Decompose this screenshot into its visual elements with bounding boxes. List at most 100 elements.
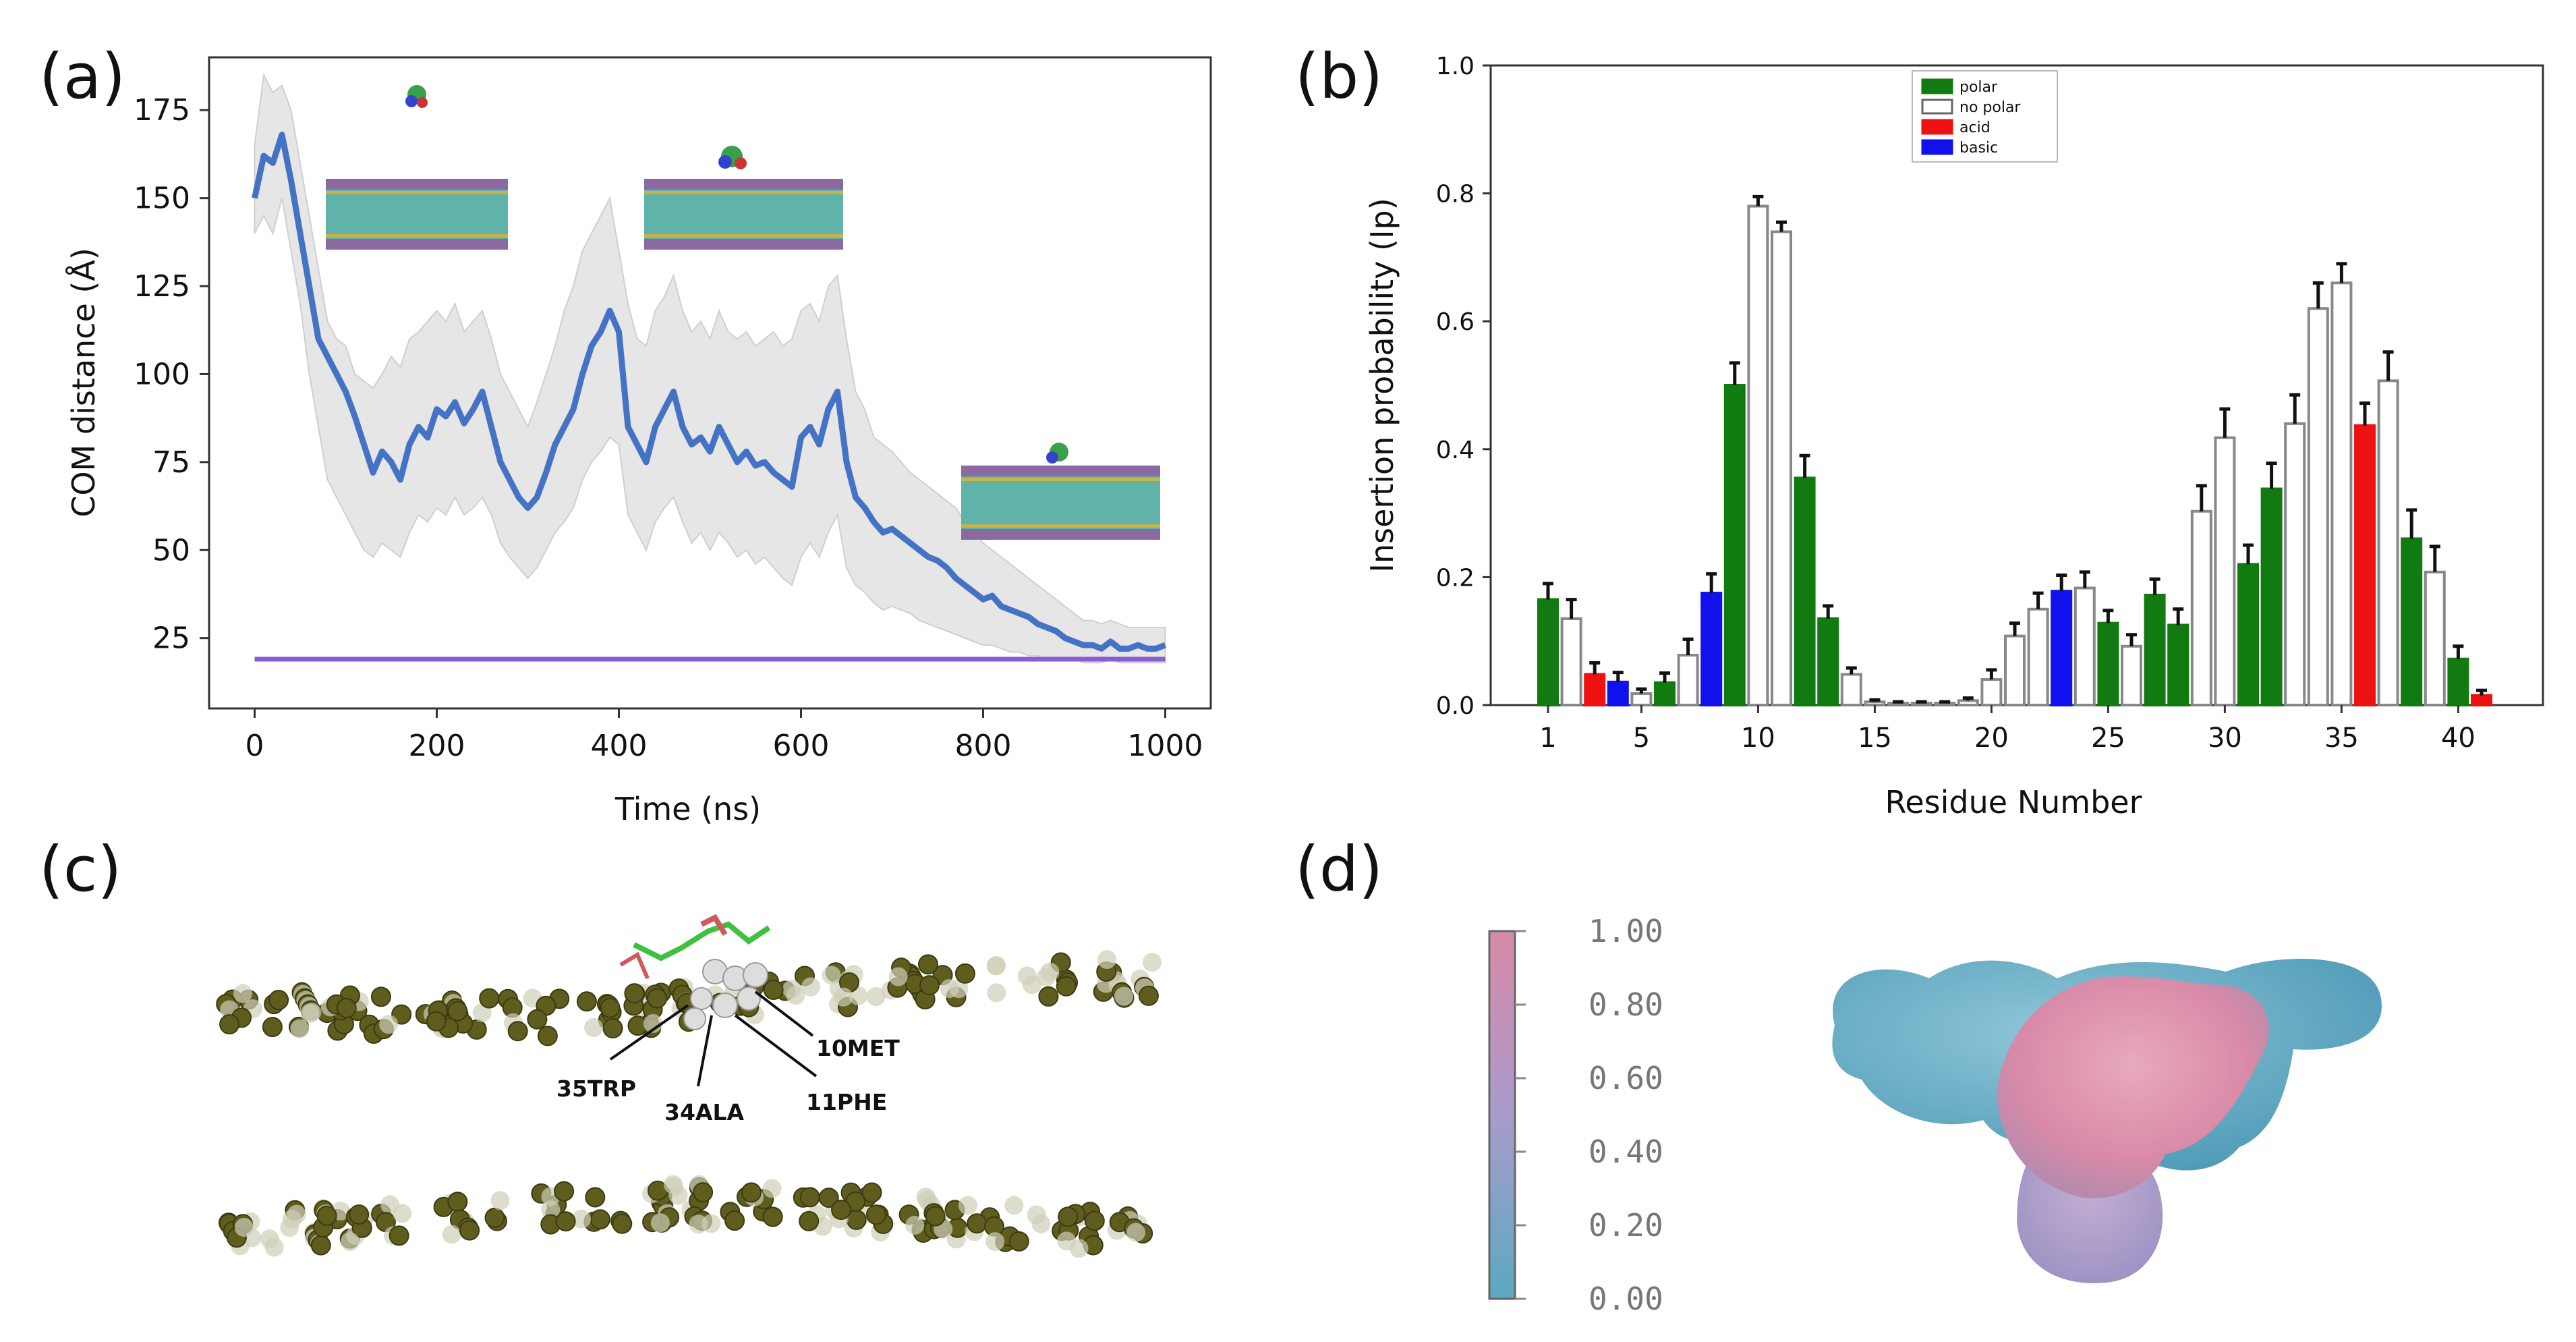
panel-a-range-band <box>254 72 1166 664</box>
lipid-bead <box>918 954 938 975</box>
x-tick-label: 5 <box>1633 723 1650 754</box>
lipid-bead <box>554 1181 575 1202</box>
bar-residue-40 <box>2447 657 2469 707</box>
lipid-bead <box>442 1225 461 1244</box>
panel-b-letter: (b) <box>1295 40 1383 113</box>
lipid-bead <box>340 1232 360 1252</box>
lipid-bead <box>584 1018 603 1037</box>
x-tick-label: 800 <box>955 729 1012 763</box>
x-tick-label: 20 <box>1974 723 2009 754</box>
bar-residue-1 <box>1537 598 1559 707</box>
lipid-bead <box>612 1213 633 1234</box>
lipid-bead <box>1114 986 1134 1006</box>
x-tick-label: 1 <box>1539 723 1556 754</box>
x-tick-label: 1000 <box>1128 729 1203 763</box>
lipid-bead <box>234 1218 254 1237</box>
lipid-bead <box>490 1191 510 1210</box>
panel-b-legend: polar no polar acid basic <box>1912 70 2058 163</box>
lipid-bead <box>888 967 908 986</box>
bar-residue-5 <box>1630 692 1653 707</box>
peptide-residues <box>619 914 771 1030</box>
lipid-bead <box>484 1207 505 1228</box>
lipid-bead <box>1056 976 1077 997</box>
lipid-bead <box>479 988 500 1009</box>
membrane-inset-3 <box>961 443 1160 540</box>
x-tick-label: 600 <box>773 729 830 763</box>
lipid-bead <box>1040 962 1060 982</box>
bar-residue-31 <box>2237 563 2259 706</box>
y-tick-label: 175 <box>134 93 190 128</box>
lipid-bead <box>724 1210 745 1231</box>
lipid-bead <box>1057 1231 1077 1251</box>
lipid-bead <box>572 1209 592 1229</box>
lipid-bead <box>801 977 820 997</box>
lipid-bead <box>834 987 853 1007</box>
panel-c-membrane: 35TRP 34ALA 11PHE 10MET <box>216 914 1162 1258</box>
membrane-inset-1 <box>326 85 508 250</box>
x-tick-label: 40 <box>2441 723 2475 754</box>
panel-a-x-ticks: 0 200 400 600 800 1000 <box>246 708 1203 763</box>
bar-residue-41 <box>2471 694 2492 707</box>
lipid-bead <box>268 990 289 1010</box>
membrane-inset-2 <box>644 146 843 250</box>
bar-residue-3 <box>1584 673 1606 706</box>
lipid-bead <box>799 1187 820 1208</box>
bar-residue-27 <box>2144 593 2166 706</box>
lipid-bead <box>310 1235 331 1256</box>
lipid-bead <box>763 980 784 1000</box>
legend-label-1: no polar <box>1959 99 2021 116</box>
lipid-bead <box>664 1175 683 1194</box>
y-tick-label: 0.6 <box>1436 308 1475 336</box>
label-34ala: 34ALA <box>664 1099 744 1125</box>
lipid-bead <box>987 983 1006 1003</box>
lipid-bead <box>393 1204 412 1223</box>
lipid-bead <box>555 1211 576 1232</box>
panel-d-surface: 1.00 0.80 0.60 0.40 0.20 0.00 <box>1488 913 2382 1317</box>
legend-swatch-1 <box>1921 99 1953 115</box>
panel-a-lines <box>252 132 1167 662</box>
label-11phe: 11PHE <box>806 1089 887 1115</box>
bar-residue-2 <box>1560 617 1582 707</box>
lipid-bead <box>389 1225 409 1246</box>
lipid-bead <box>865 1204 886 1225</box>
range-band <box>254 72 1166 664</box>
lipid-bead <box>600 997 621 1018</box>
y-tick-label: 0.4 <box>1436 437 1475 464</box>
molecular-surface <box>1832 958 2382 1283</box>
lipid-bead <box>919 975 940 996</box>
lipid-bead <box>527 1009 548 1030</box>
bar-residue-20 <box>1980 678 2003 707</box>
panel-b-xlabel: Residue Number <box>1885 784 2142 820</box>
lipid-bead <box>302 1003 322 1022</box>
panel-a-letter: (a) <box>39 40 125 113</box>
lipid-beads <box>216 950 1162 1258</box>
bar-residue-21 <box>2004 634 2026 707</box>
x-tick-label: 15 <box>1858 723 1892 754</box>
lipid-bead <box>233 984 252 1003</box>
lipid-bead <box>447 1192 468 1212</box>
lipid-bead <box>741 1182 762 1203</box>
lipid-bead <box>290 1019 310 1038</box>
bar-residue-30 <box>2214 436 2236 707</box>
y-tick-label: 0.2 <box>1436 564 1475 592</box>
lipid-bead <box>762 1179 782 1198</box>
bar-residue-22 <box>2027 607 2049 706</box>
x-tick-label: 30 <box>2208 723 2242 754</box>
legend-label-0: polar <box>1959 79 1998 96</box>
colorbar-tick-label: 0.20 <box>1588 1207 1663 1243</box>
lipid-bead <box>391 1004 412 1025</box>
y-tick-label: 0.8 <box>1436 181 1475 208</box>
lipid-bead <box>602 1018 623 1038</box>
bar-residue-25 <box>2097 621 2119 707</box>
lipid-bead <box>1031 1214 1051 1233</box>
bar-residue-7 <box>1677 654 1699 707</box>
lipid-bead <box>643 1014 663 1033</box>
y-tick-label: 100 <box>134 357 190 391</box>
colorbar <box>1488 930 1516 1300</box>
lipid-bead <box>507 1021 528 1042</box>
panel-a-xlabel: Time (ns) <box>614 791 761 827</box>
colorbar-tick-label: 0.60 <box>1588 1060 1663 1096</box>
lipid-bead <box>967 1213 988 1234</box>
bar-residue-36 <box>2354 424 2376 706</box>
panel-b-y-ticks: 0.0 0.2 0.4 0.6 0.8 1.0 <box>1436 53 1491 720</box>
